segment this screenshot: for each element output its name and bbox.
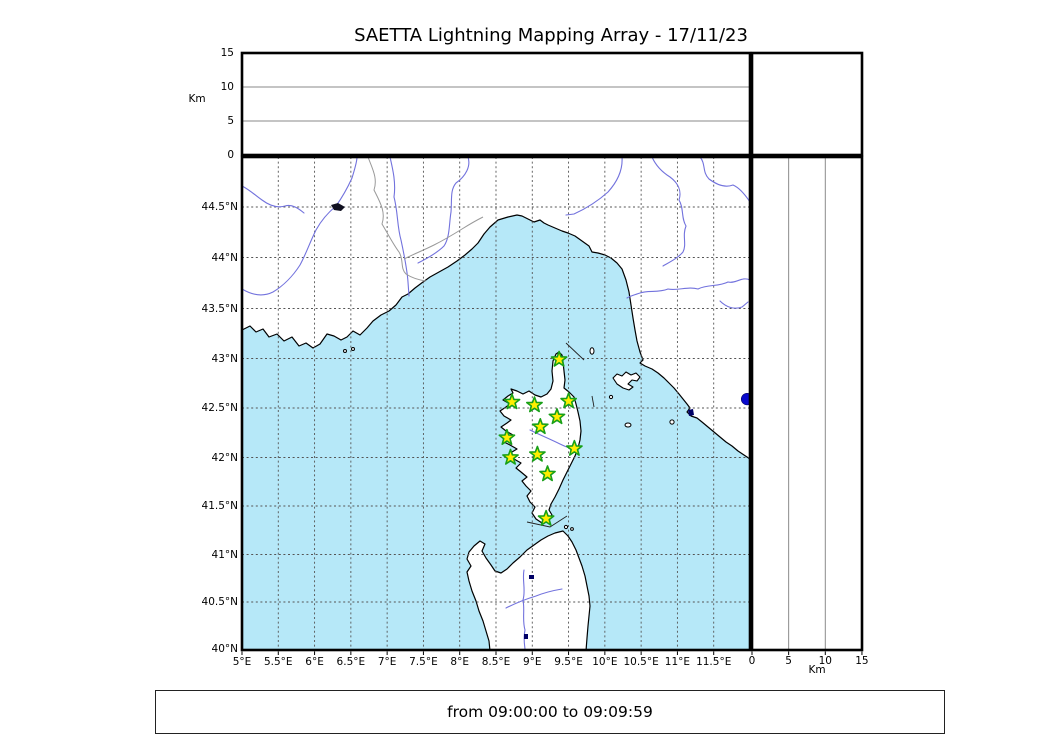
station-marker	[498, 428, 516, 446]
altitude-tick-label: 10	[220, 81, 234, 93]
corner-panel	[752, 53, 862, 155]
map-line-features	[526, 342, 595, 528]
latitude-tick-label: 40.5°N	[201, 596, 238, 608]
station-marker	[525, 396, 543, 413]
latitude-tick-label: 42°N	[211, 451, 238, 464]
station-marker	[550, 350, 568, 367]
altitude-tick-label: 15	[855, 655, 869, 667]
map-graticule	[242, 157, 750, 650]
longitude-tick-label: 9.5°E	[554, 656, 583, 668]
coastline-corsica	[499, 351, 582, 524]
rivers	[242, 157, 750, 650]
station-marker	[528, 445, 546, 462]
longitude-tick-label: 7°E	[377, 656, 397, 668]
station-marker	[548, 408, 566, 425]
altitude-axis-label-right: Km	[808, 664, 826, 676]
longitude-tick-label: 9°E	[522, 656, 542, 668]
altitude-tick-label: 15	[220, 47, 234, 59]
altitude-tick-label: 10	[818, 655, 832, 667]
station-marker	[565, 439, 583, 456]
country-borders	[367, 157, 484, 282]
longitude-tick-label: 11.5°E	[696, 656, 732, 668]
small-islands	[343, 347, 675, 531]
lakes	[331, 203, 694, 639]
longitude-tick-label: 11°E	[664, 656, 691, 668]
altitude-gridlines-top	[242, 86, 750, 122]
latitude-tick-label: 44.5°N	[201, 201, 238, 213]
station-marker	[503, 393, 521, 410]
altitude-tick-label: 0	[227, 149, 234, 161]
altitude-longitude-panel	[242, 53, 750, 155]
station-marker	[537, 509, 555, 526]
altitude-tick-label: 5	[785, 655, 792, 667]
station-marker	[539, 465, 556, 482]
latitude-tick-label: 40°N	[211, 643, 238, 655]
altitude-axis-label-top: Km	[188, 93, 206, 105]
map-panel	[242, 157, 750, 650]
longitude-tick-label: 7.5°E	[409, 656, 438, 668]
latitude-tick-label: 42.5°N	[201, 402, 238, 414]
latitude-altitude-panel	[752, 157, 862, 650]
longitude-tick-label: 5°E	[232, 656, 252, 668]
island-elba	[612, 371, 641, 391]
station-marker	[560, 392, 578, 409]
station-marker	[531, 417, 549, 435]
latitude-tick-label: 44°N	[211, 251, 238, 264]
latitude-tick-label: 43.5°N	[201, 302, 238, 315]
station-marker	[502, 448, 519, 465]
longitude-tick-label: 8.5°E	[481, 656, 511, 668]
latitude-tick-label: 41.5°N	[201, 500, 238, 512]
longitude-tick-label: 8°E	[450, 656, 469, 668]
altitude-tick-label: 5	[227, 115, 234, 127]
longitude-tick-label: 6.5°E	[336, 656, 366, 668]
coastline-sardinia	[466, 530, 591, 650]
longitude-tick-label: 6°E	[305, 656, 324, 668]
altitude-gridlines-right	[788, 157, 826, 650]
station-markers	[498, 350, 583, 526]
figure-title: SAETTA Lightning Mapping Array - 17/11/2…	[354, 25, 748, 46]
time-window-text: from 09:00:00 to 09:09:59	[447, 703, 653, 721]
longitude-tick-label: 10°E	[592, 656, 618, 668]
longitude-tick-label: 5.5°E	[263, 656, 293, 668]
altitude-tick-label: 0	[748, 655, 756, 667]
panel-frames	[240, 51, 864, 652]
latitude-tick-label: 41°N	[211, 548, 238, 561]
latitude-tick-label: 43°N	[211, 352, 238, 365]
longitude-tick-label: 10.5°E	[623, 656, 659, 668]
axis-tick-marks	[241, 651, 863, 655]
time-window-box: from 09:00:00 to 09:09:59	[155, 690, 945, 734]
